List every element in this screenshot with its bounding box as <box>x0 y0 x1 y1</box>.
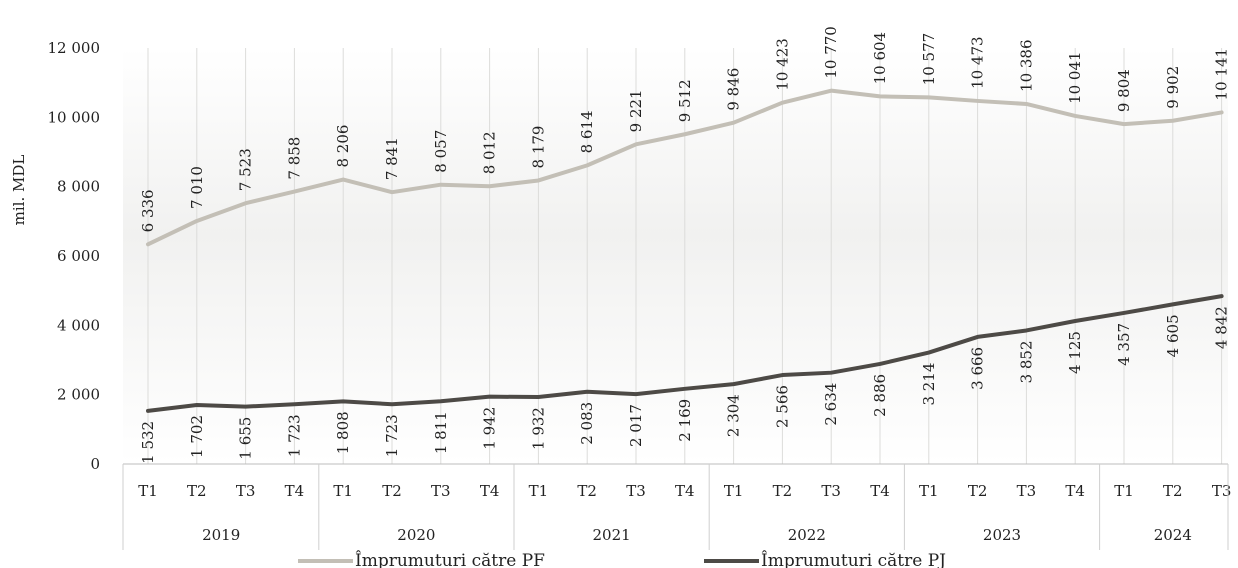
data-label-pf: 8 012 <box>481 131 499 174</box>
data-label-pf: 6 336 <box>139 189 157 232</box>
y-tick-label: 0 <box>90 455 100 473</box>
x-tick-label: T2 <box>187 482 207 500</box>
data-label-pj: 4 125 <box>1066 331 1084 374</box>
data-label-pf: 10 041 <box>1066 51 1084 104</box>
data-label-pj: 1 723 <box>285 414 303 457</box>
year-label: 2024 <box>1154 526 1192 544</box>
data-label-pj: 1 811 <box>432 411 450 454</box>
y-tick-label: 10 000 <box>48 108 101 126</box>
year-label: 2022 <box>788 526 826 544</box>
x-tick-label: T4 <box>675 482 695 500</box>
data-label-pf: 7 010 <box>188 166 206 209</box>
data-label-pf: 7 858 <box>285 137 303 180</box>
data-label-pf: 10 423 <box>773 38 791 91</box>
y-tick-label: 6 000 <box>57 247 100 265</box>
x-tick-label: T2 <box>1163 482 1183 500</box>
data-label-pf: 10 141 <box>1213 48 1231 101</box>
axes: 0 2 000 4 000 6 000 8 000 10 000 12 000 T1 T2 T3 T… <box>48 39 1232 550</box>
data-label-pj: 2 017 <box>627 404 645 447</box>
data-label-pj: 2 566 <box>773 385 791 428</box>
x-tick-label: T4 <box>870 482 890 500</box>
data-label-pj: 4 605 <box>1164 314 1182 357</box>
x-tick-label: T3 <box>431 482 451 500</box>
y-tick-label: 12 000 <box>48 39 101 57</box>
x-tick-label: T2 <box>577 482 597 500</box>
y-tick-label: 4 000 <box>57 316 100 334</box>
y-tick-label: 2 000 <box>57 386 100 404</box>
legend: Împrumuturi către PF Împrumuturi către PJ <box>298 550 946 568</box>
data-label-pf: 9 221 <box>627 89 645 132</box>
data-label-pj: 1 655 <box>237 417 255 460</box>
data-label-pj: 2 169 <box>676 399 694 442</box>
data-label-pj: 1 702 <box>188 415 206 458</box>
x-tick-label: T2 <box>968 482 988 500</box>
x-tick-label: T1 <box>529 482 549 500</box>
data-label-pj: 3 852 <box>1017 340 1035 383</box>
data-label-pf: 10 577 <box>920 33 938 86</box>
x-tick-label: T4 <box>480 482 500 500</box>
data-label-pf: 8 614 <box>578 110 596 153</box>
legend-label-pj: Împrumuturi către PJ <box>761 550 946 568</box>
data-label-pj: 1 808 <box>334 411 352 454</box>
data-label-pf: 8 206 <box>334 125 352 168</box>
data-label-pf: 8 179 <box>529 126 547 169</box>
x-tick-label: T3 <box>1212 482 1232 500</box>
year-label: 2020 <box>397 526 435 544</box>
x-tick-label: T1 <box>919 482 939 500</box>
data-label-pj: 2 083 <box>578 402 596 445</box>
year-label: 2021 <box>593 526 631 544</box>
data-label-pj: 2 634 <box>822 383 840 426</box>
x-tick-label: T1 <box>724 482 744 500</box>
x-tick-label: T2 <box>773 482 793 500</box>
x-tick-label: T3 <box>626 482 646 500</box>
data-label-pf: 10 473 <box>969 36 987 89</box>
x-tick-label: T1 <box>138 482 158 500</box>
x-tick-label: T3 <box>236 482 256 500</box>
legend-label-pf: Împrumuturi către PF <box>355 550 545 568</box>
data-label-pj: 1 942 <box>481 407 499 450</box>
x-tick-label: T2 <box>382 482 402 500</box>
series-lines <box>146 88 1224 413</box>
data-label-pf: 7 841 <box>383 137 401 180</box>
data-label-pj: 4 357 <box>1115 323 1133 366</box>
data-label-pf: 10 604 <box>871 32 889 85</box>
data-label-pj: 3 666 <box>969 347 987 390</box>
plot-background <box>123 48 1228 464</box>
year-label: 2019 <box>202 526 240 544</box>
data-label-pj: 3 214 <box>920 363 938 406</box>
data-label-pj: 4 842 <box>1213 306 1231 349</box>
data-label-pj: 1 932 <box>529 407 547 450</box>
series-line-pf <box>146 88 1224 247</box>
year-label: 2023 <box>983 526 1021 544</box>
x-tick-label: T4 <box>285 482 305 500</box>
data-label-pf: 9 846 <box>725 68 743 111</box>
x-tick-label: T3 <box>821 482 841 500</box>
data-label-pf: 8 057 <box>432 130 450 173</box>
x-tick-label: T4 <box>1065 482 1085 500</box>
data-label-pj: 2 304 <box>725 394 743 437</box>
data-labels: 6 336 7 010 7 523 7 858 8 206 7 841 8 057 8 012… <box>139 26 1231 464</box>
data-label-pf: 9 512 <box>676 79 694 122</box>
data-label-pj: 1 723 <box>383 414 401 457</box>
x-tick-label: T1 <box>1114 482 1134 500</box>
data-label-pf: 9 804 <box>1115 69 1133 112</box>
series-line-pj <box>146 294 1224 413</box>
data-label-pj: 1 532 <box>139 421 157 464</box>
data-label-pf: 10 386 <box>1017 39 1035 92</box>
data-label-pj: 2 886 <box>871 374 889 417</box>
x-tick-label: T3 <box>1017 482 1037 500</box>
y-tick-label: 8 000 <box>57 178 100 196</box>
y-axis-label: mil. MDL <box>10 155 28 226</box>
data-label-pf: 7 523 <box>237 148 255 191</box>
data-label-pf: 9 902 <box>1164 66 1182 109</box>
data-label-pf: 10 770 <box>822 26 840 79</box>
x-tick-label: T1 <box>333 482 353 500</box>
